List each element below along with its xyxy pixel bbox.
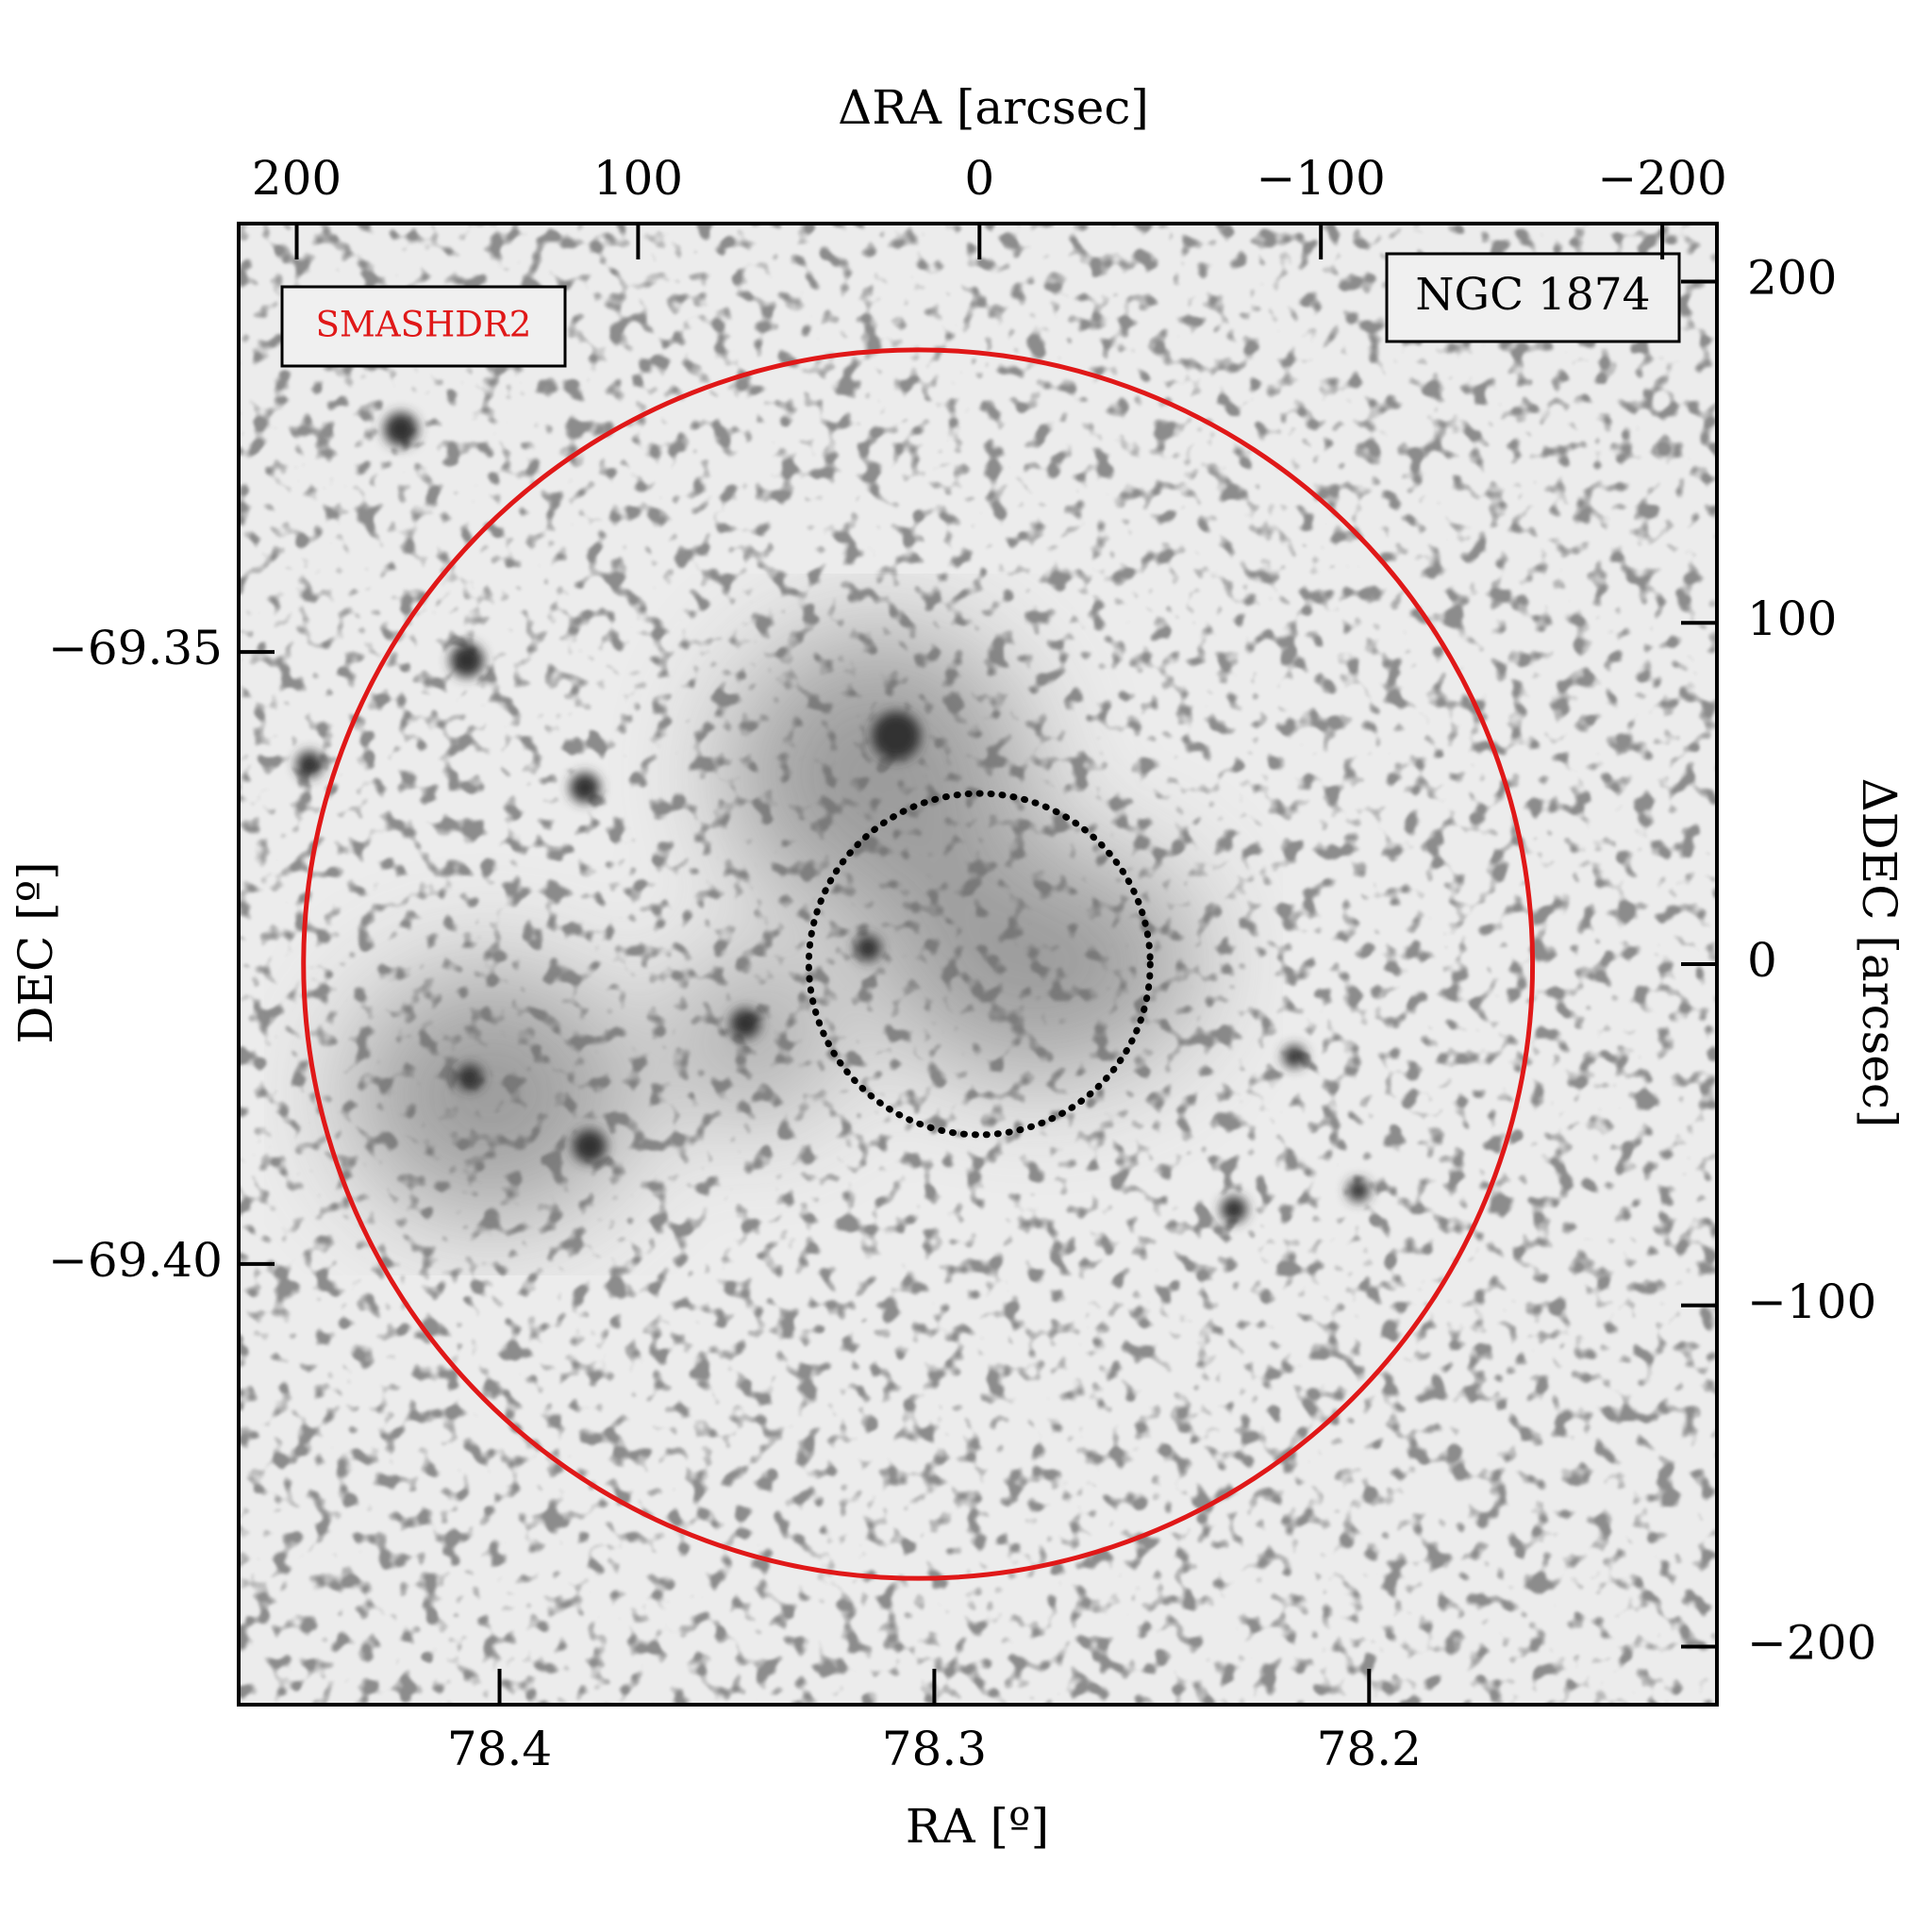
x2-tick-label: −200	[1597, 151, 1726, 206]
sky-image	[239, 224, 1717, 1705]
annotation-box	[1385, 252, 1681, 343]
x-tick-label: 78.2	[1317, 1722, 1422, 1776]
x-tick-label: 78.3	[882, 1722, 987, 1776]
y2-axis-label: ΔDEC [arcsec]	[1852, 778, 1907, 1128]
x2-axis-label: ΔRA [arcsec]	[838, 80, 1149, 135]
y2-tick-label: −100	[1747, 1274, 1876, 1329]
x-tick-label: 78.4	[447, 1722, 552, 1776]
x2-tick-label: 200	[252, 151, 341, 206]
x2-tick-label: 100	[593, 151, 683, 206]
region-circle	[805, 790, 1154, 1139]
annotation-box	[280, 285, 567, 368]
annotation: SMASHDR2	[316, 305, 532, 345]
y-tick-label: −69.40	[48, 1233, 223, 1288]
y2-tick-label: 100	[1747, 591, 1837, 646]
region-circle	[301, 347, 1536, 1581]
overlay	[301, 347, 1536, 1581]
x2-tick-label: −100	[1257, 151, 1386, 206]
y2-tick-label: 0	[1747, 933, 1777, 988]
x-axis-label: RA [º]	[906, 1799, 1049, 1854]
y2-tick-label: −200	[1747, 1616, 1876, 1671]
x2-tick-label: 0	[964, 151, 994, 206]
y-tick-label: −69.35	[48, 621, 223, 675]
y2-tick-label: 200	[1747, 250, 1837, 305]
y-axis-label: DEC [º]	[8, 861, 63, 1043]
annotation: NGC 1874	[1415, 269, 1650, 321]
